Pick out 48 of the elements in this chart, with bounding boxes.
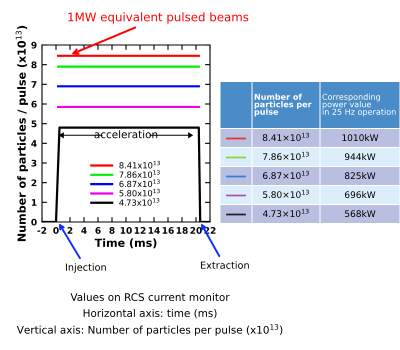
text: 1010kW: [342, 134, 378, 142]
x-tick-label: 10: [120, 227, 132, 234]
legend-label: 7.86x10$^{13}$: [120, 170, 160, 178]
text: Values on RCS current monitor: [70, 292, 230, 302]
y-tick-label: 1: [32, 199, 37, 206]
legend-label: 5.80x10$^{13}$: [119, 188, 160, 196]
text: 825kW: [344, 172, 376, 180]
x-tick-label: 6: [95, 227, 101, 234]
x-tick-label: 12: [134, 227, 146, 234]
text: Vertical axis: Number of particles per pulse (x10$^{13}$): [16, 324, 282, 336]
y-tick-label: 0: [31, 218, 37, 226]
text: Number of particles per pulse: [254, 94, 312, 116]
y-tick-label: 5: [32, 120, 37, 128]
annotation: Injection: [66, 263, 106, 273]
x-tick-label: 20: [190, 227, 202, 234]
x-tick-label: 2: [68, 227, 72, 234]
text: 7.86×10$^{13}$: [263, 152, 309, 160]
annotation: 1MW equivalent pulsed beams: [68, 12, 248, 24]
legend-label: 6.87x10$^{13}$: [119, 179, 160, 188]
text: 696kW: [344, 191, 376, 198]
y-tick-label: 7: [31, 81, 36, 88]
text: 5.80×10$^{13}$: [263, 190, 309, 198]
y-tick-label: 4: [31, 140, 37, 147]
text: Corresponding power value in 25 Hz operation: [322, 94, 396, 116]
y-tick-label: 6: [31, 100, 37, 108]
y-tick-label: 3: [31, 160, 36, 167]
text: Horizontal axis: time (ms): [84, 308, 216, 318]
x-tick-label: 4: [81, 227, 87, 234]
x-tick-label: 8: [109, 227, 115, 234]
y-tick-label: 8: [31, 61, 37, 68]
text: 568kW: [345, 210, 376, 218]
y-axis-title: Number of particles / pulse (x10$^{13}$): [16, 26, 28, 242]
x-tick-label: 16: [162, 227, 174, 234]
text: 944kW: [344, 153, 376, 160]
y-tick-label: 2: [32, 179, 36, 186]
x-tick-label: 18: [176, 227, 188, 234]
x-tick-label: 0: [53, 227, 59, 234]
x-tick-label: 14: [148, 227, 160, 234]
text: 6.87×10$^{13}$: [262, 170, 309, 180]
x-axis-title: Time (ms): [94, 238, 156, 248]
legend-label: 8.41x10$^{13}$: [119, 160, 160, 168]
text: 8.41×10$^{13}$: [262, 132, 309, 142]
annotation: acceleration: [94, 130, 158, 138]
y-tick-label: 9: [31, 42, 37, 49]
text: 4.73×10$^{13}$: [263, 208, 309, 218]
legend-label: 4.73x10$^{13}$: [119, 198, 160, 206]
annotation: Extraction: [200, 261, 249, 269]
x-tick-label: -2: [37, 227, 46, 234]
